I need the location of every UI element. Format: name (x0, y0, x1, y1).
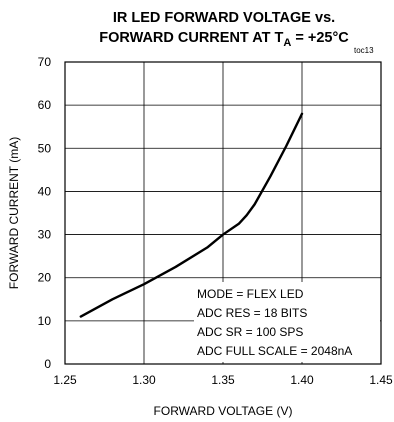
y-tick-label: 0 (44, 357, 51, 371)
x-tick-label: 1.30 (132, 373, 156, 387)
annotation-line: ADC RES = 18 BITS (197, 306, 307, 320)
title-subscript: A (283, 37, 291, 49)
y-tick-label: 30 (38, 228, 52, 242)
x-tick-label: 1.45 (369, 373, 393, 387)
y-tick-label: 10 (38, 314, 52, 328)
y-tick-label: 70 (38, 55, 52, 69)
x-tick-labels: 1.25 1.30 1.35 1.40 1.45 (53, 373, 393, 387)
annotation-box (194, 282, 380, 362)
x-tick-label: 1.35 (211, 373, 235, 387)
x-axis-label: FORWARD VOLTAGE (V) (154, 404, 293, 418)
figure-tag: toc13 (354, 46, 374, 55)
title-prefix: FORWARD CURRENT AT T (99, 30, 283, 46)
y-axis-label: FORWARD CURRENT (mA) (7, 137, 21, 289)
plot-area-frame (64, 61, 382, 365)
chart-title-line-1: IR LED FORWARD VOLTAGE vs. (113, 10, 335, 26)
x-tick-label: 1.40 (290, 373, 314, 387)
annotation-line: MODE = FLEX LED (197, 287, 304, 301)
y-tick-label: 50 (38, 141, 52, 155)
y-tick-label: 20 (38, 271, 52, 285)
chart-title-line-2: FORWARD CURRENT AT TA = +25°C (99, 30, 349, 49)
y-tick-labels: 0 10 20 30 40 50 60 70 (38, 55, 52, 371)
annotation-line: ADC FULL SCALE = 2048nA (197, 344, 352, 358)
series-line (79, 112, 304, 318)
x-tick-label: 1.25 (53, 373, 77, 387)
title-suffix: = +25°C (291, 30, 349, 46)
series-layer (79, 112, 304, 318)
annotation-line: ADC SR = 100 SPS (197, 325, 303, 339)
y-tick-label: 60 (38, 98, 52, 112)
annotation-block: MODE = FLEX LED ADC RES = 18 BITS ADC SR =… (197, 287, 352, 358)
y-tick-label: 40 (38, 184, 52, 198)
